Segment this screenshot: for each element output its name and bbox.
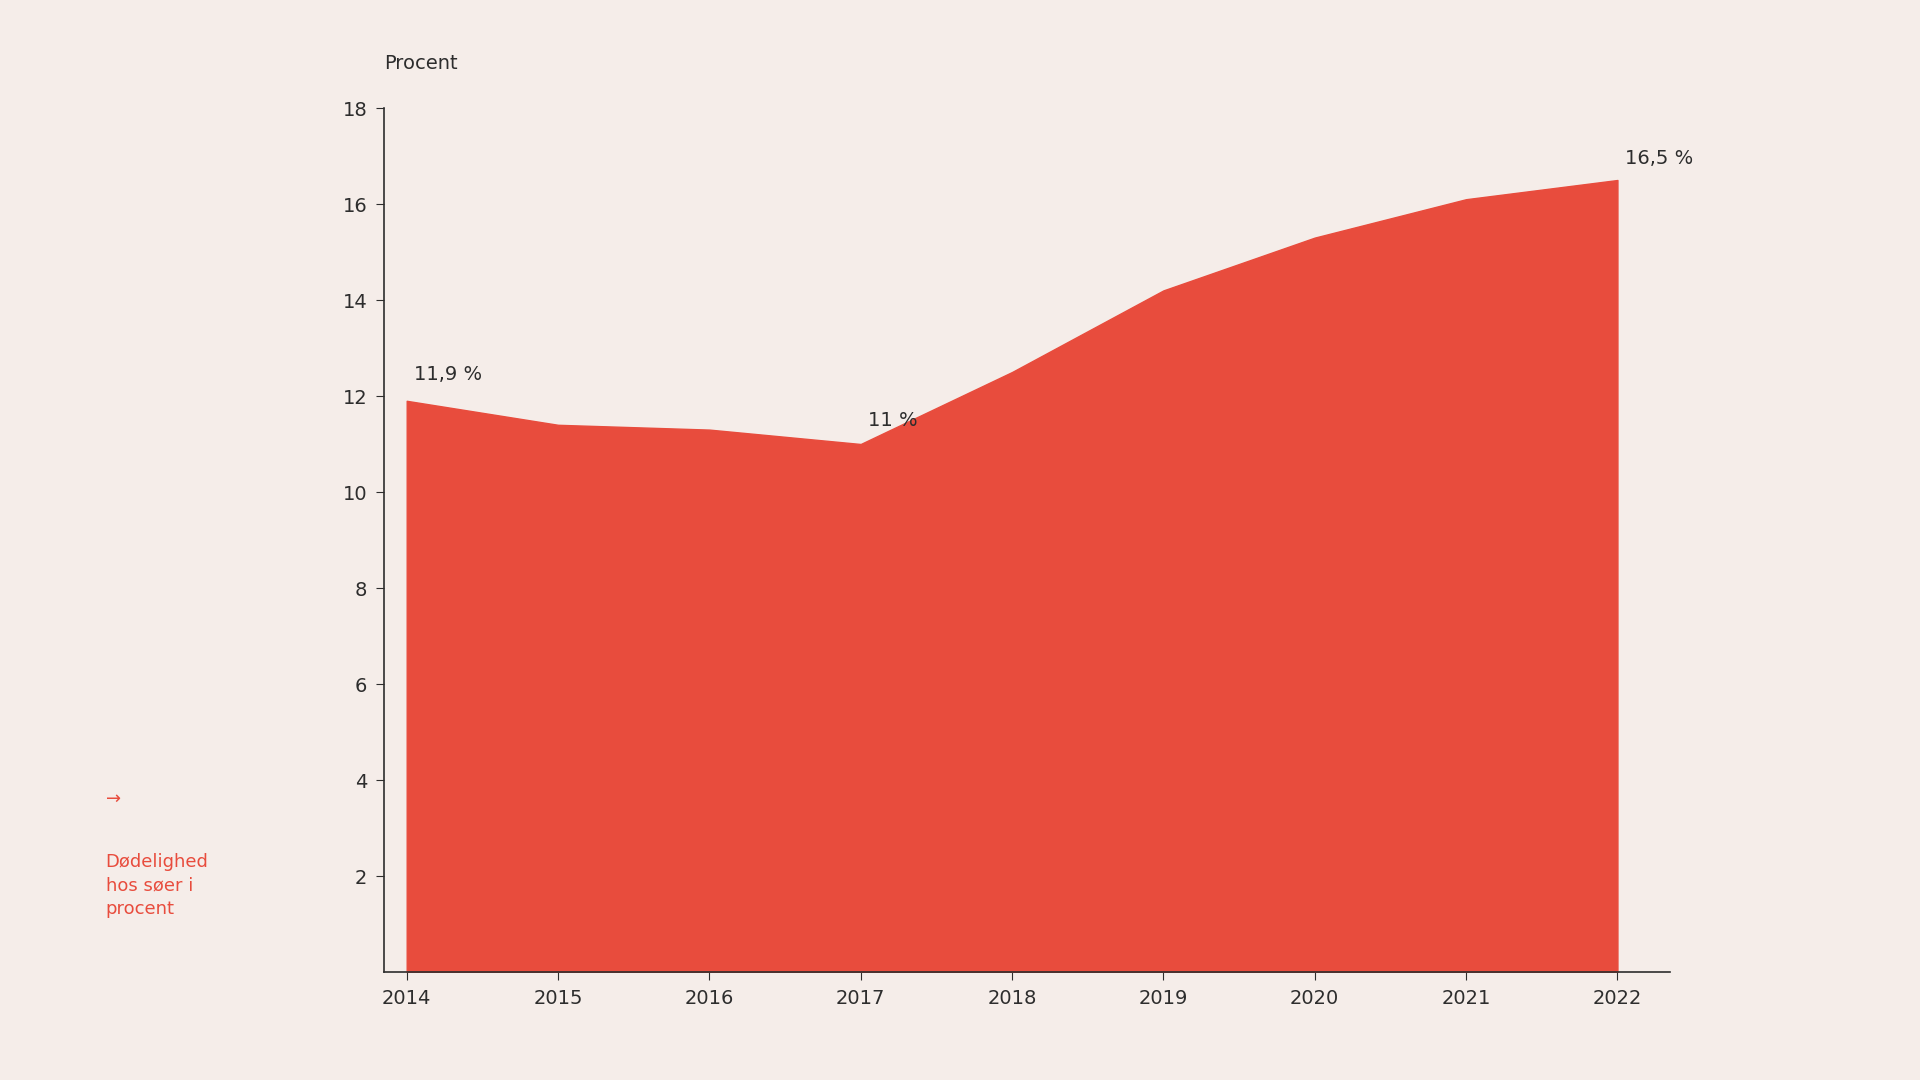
Text: Procent: Procent [384,54,457,73]
Text: Dødelighed
hos søer i
procent: Dødelighed hos søer i procent [106,853,209,918]
Text: →: → [106,791,127,808]
Text: 11,9 %: 11,9 % [415,365,482,384]
Text: 16,5 %: 16,5 % [1624,149,1693,168]
Text: 11 %: 11 % [868,410,918,430]
